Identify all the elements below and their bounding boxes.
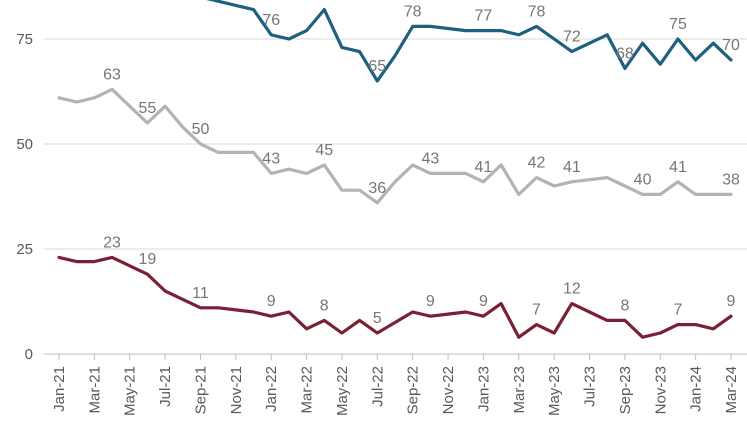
- data-label: 55: [139, 100, 157, 117]
- y-axis-ticks: 0 25 50 75: [16, 31, 33, 363]
- data-label: 41: [563, 159, 581, 176]
- data-label: 50: [192, 121, 210, 138]
- x-tick-label: Jan-21: [51, 366, 68, 412]
- data-label: 11: [192, 285, 209, 302]
- data-label: 36: [368, 180, 386, 197]
- gridlines: [44, 38, 747, 355]
- data-label: 8: [620, 297, 629, 314]
- data-label: 65: [368, 58, 386, 75]
- data-label: 43: [262, 150, 280, 167]
- x-tick-label: Nov-22: [440, 366, 457, 414]
- x-tick-label: Jul-21: [157, 366, 174, 407]
- x-tick-label: Jul-22: [369, 366, 386, 407]
- data-label: 9: [426, 293, 435, 310]
- x-tick-label: May-22: [334, 366, 351, 416]
- x-axis-ticks: Jan-21 Mar-21 May-21 Jul-21 Sep-21 Nov-21 Jan-…: [51, 354, 740, 416]
- data-label: 9: [479, 293, 488, 310]
- data-label: 41: [475, 159, 493, 176]
- data-label: 68: [616, 45, 634, 62]
- data-label: 23: [103, 234, 121, 251]
- x-tick-label: May-21: [122, 366, 139, 416]
- x-tick-label: Nov-21: [228, 366, 245, 414]
- data-label: 72: [563, 29, 581, 46]
- data-label: 41: [669, 159, 687, 176]
- data-label: 9: [727, 293, 736, 310]
- data-label: 5: [373, 310, 382, 327]
- data-label: 38: [722, 171, 740, 188]
- data-label: 77: [475, 8, 493, 25]
- x-tick-label: Sep-21: [192, 366, 209, 414]
- x-tick-label: Jan-24: [688, 366, 705, 412]
- data-label: 42: [528, 155, 546, 172]
- x-tick-label: Sep-22: [405, 366, 422, 414]
- x-tick-label: Mar-24: [723, 366, 740, 414]
- data-label: 78: [404, 3, 422, 20]
- x-tick-label: Mar-21: [86, 366, 103, 414]
- series-lines: [57, 0, 733, 339]
- x-tick-label: Jan-22: [263, 366, 280, 412]
- x-tick-label: Jul-23: [582, 366, 599, 407]
- x-tick-label: May-23: [546, 366, 563, 416]
- y-tick-label: 50: [16, 136, 33, 153]
- x-tick-label: Sep-23: [617, 366, 634, 414]
- data-label: 7: [673, 302, 682, 319]
- data-label: 9: [267, 293, 276, 310]
- x-tick-label: Mar-23: [511, 366, 528, 414]
- series-line-1: [206, 0, 733, 83]
- data-label: 63: [103, 66, 121, 83]
- data-label: 43: [421, 150, 439, 167]
- data-label: 45: [315, 142, 333, 159]
- data-label: 70: [722, 37, 740, 54]
- data-label: 8: [320, 297, 329, 314]
- data-label: 76: [262, 12, 280, 29]
- data-label: 19: [139, 251, 157, 268]
- data-label: 40: [634, 171, 652, 188]
- y-tick-label: 25: [16, 241, 33, 258]
- series-line-2: [57, 87, 733, 205]
- y-tick-label: 0: [25, 346, 33, 363]
- data-label: 75: [669, 16, 687, 33]
- data-label: 12: [563, 281, 581, 298]
- data-label: 7: [532, 302, 541, 319]
- x-tick-label: Mar-22: [299, 366, 316, 414]
- data-label: 78: [528, 3, 546, 20]
- series-line-3: [57, 255, 733, 339]
- y-tick-label: 75: [16, 31, 33, 48]
- x-tick-label: Jan-23: [475, 366, 492, 412]
- x-tick-label: Nov-23: [652, 366, 669, 414]
